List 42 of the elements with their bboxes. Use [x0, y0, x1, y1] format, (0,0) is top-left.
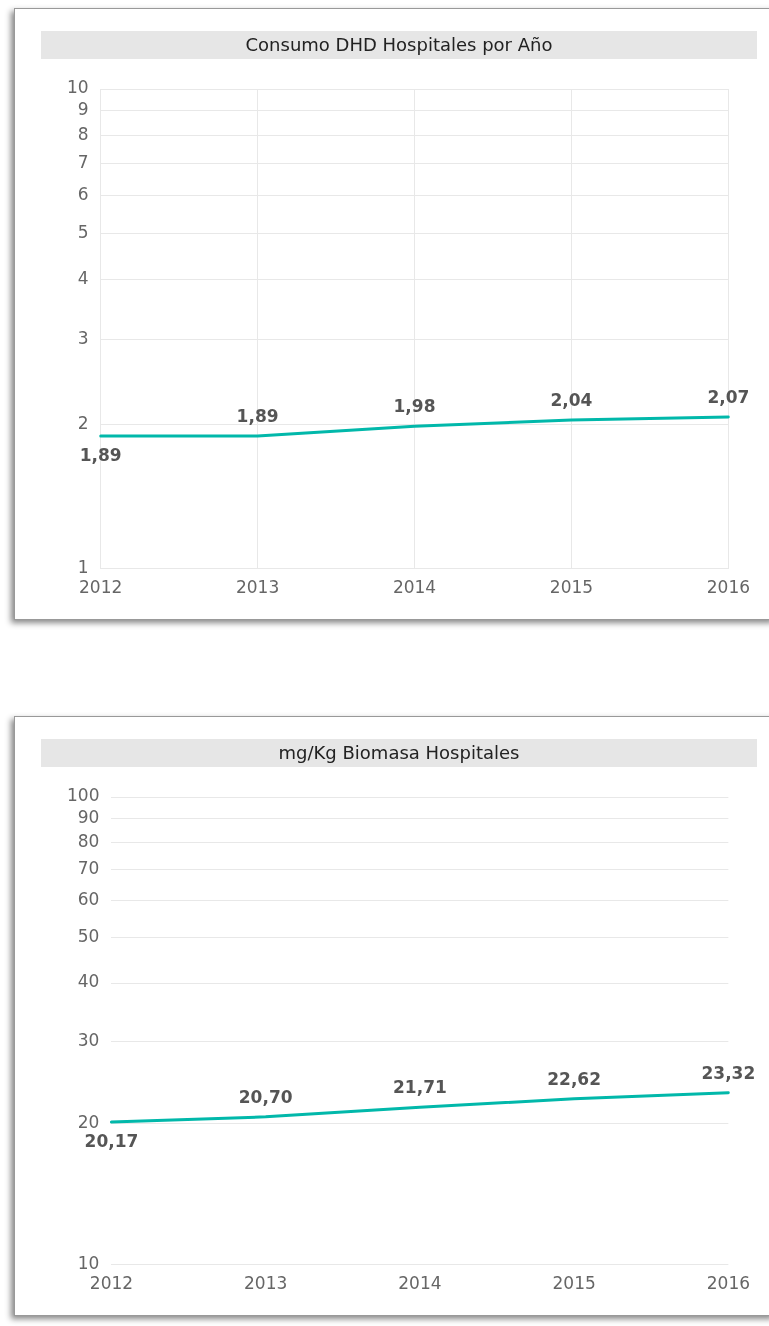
x-tick-label: 2016: [706, 1273, 750, 1294]
x-tick-label: 2012: [79, 577, 123, 598]
x-tick-label: 2015: [549, 577, 594, 598]
data-label: 2,04: [550, 390, 593, 411]
y-tick-label: 30: [77, 1029, 100, 1050]
y-tick-label: 60: [77, 889, 100, 910]
x-tick-label: 2014: [392, 577, 437, 598]
data-label: 21,71: [393, 1077, 447, 1098]
y-tick-label: 9: [77, 99, 89, 120]
y-tick-label: 40: [77, 971, 100, 992]
y-tick-label: 80: [77, 830, 100, 851]
y-tick-label: 5: [77, 221, 89, 242]
chart-title: Consumo DHD Hospitales por Año: [41, 31, 757, 59]
y-tick-label: 1: [77, 557, 89, 578]
y-tick-label: 20: [77, 1112, 100, 1133]
data-label: 1,89: [236, 405, 279, 426]
y-tick-label: 10: [66, 77, 89, 98]
y-tick-label: 7: [77, 151, 89, 172]
chart-title: mg/Kg Biomasa Hospitales: [41, 739, 757, 767]
y-tick-label: 4: [77, 268, 89, 289]
y-tick-label: 8: [77, 123, 89, 144]
data-label: 23,32: [701, 1062, 756, 1083]
data-label: 1,98: [393, 396, 436, 417]
y-tick-label: 10: [77, 1253, 100, 1274]
x-tick-label: 2012: [89, 1273, 134, 1294]
x-tick-label: 2015: [552, 1273, 596, 1294]
data-label: 1,89: [79, 444, 122, 465]
x-tick-label: 2016: [706, 577, 750, 598]
data-label: 20,17: [84, 1131, 139, 1152]
data-label: 2,07: [707, 386, 750, 407]
data-label: 22,62: [547, 1068, 602, 1089]
data-label: 20,70: [238, 1086, 293, 1107]
y-tick-label: 2: [77, 412, 89, 433]
y-tick-label: 50: [77, 926, 100, 947]
y-tick-label: 3: [77, 328, 89, 349]
y-tick-label: 6: [77, 183, 89, 204]
x-tick-label: 2013: [235, 577, 280, 598]
y-tick-label: 70: [77, 857, 100, 878]
x-tick-label: 2014: [398, 1273, 442, 1294]
x-tick-label: 2013: [244, 1273, 288, 1294]
y-tick-label: 90: [77, 806, 100, 827]
y-tick-label: 100: [66, 785, 100, 806]
